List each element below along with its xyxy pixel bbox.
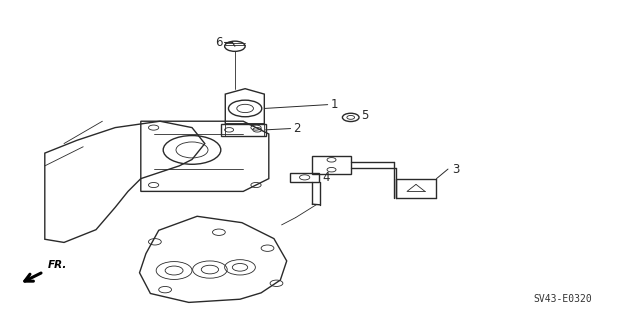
Text: 2: 2	[293, 122, 301, 135]
Text: 5: 5	[362, 109, 369, 122]
Text: 6: 6	[215, 36, 223, 48]
Text: 4: 4	[323, 171, 330, 184]
Text: FR.: FR.	[48, 260, 67, 270]
Text: 3: 3	[452, 163, 460, 175]
Text: 1: 1	[330, 98, 338, 111]
Text: SV43-E0320: SV43-E0320	[533, 294, 592, 304]
